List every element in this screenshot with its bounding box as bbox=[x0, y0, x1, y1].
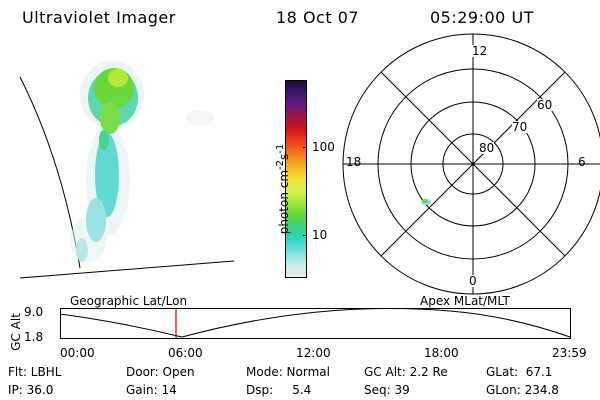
x-tick-2359: 23:59 bbox=[552, 346, 587, 360]
gc-alt-info: GC Alt: 2.2 Re bbox=[364, 365, 448, 379]
timeline-left-title: Geographic Lat/Lon bbox=[70, 294, 188, 308]
x-tick-1200: 12:00 bbox=[296, 346, 331, 360]
instrument-title: Ultraviolet Imager bbox=[22, 8, 176, 27]
x-tick-0000: 00:00 bbox=[60, 346, 95, 360]
lat-label-80: 80 bbox=[479, 141, 495, 155]
diag-2 bbox=[380, 71, 566, 257]
x-tick-1800: 18:00 bbox=[424, 346, 459, 360]
polar-mlt-plot bbox=[342, 33, 600, 295]
mlt-label-12: 12 bbox=[471, 44, 489, 58]
glon-info: GLon: 234.8 bbox=[486, 383, 559, 397]
y-tick-9: 9.0 bbox=[24, 305, 44, 319]
altitude-timeline bbox=[59, 307, 571, 339]
mlt-label-6: 6 bbox=[578, 155, 586, 169]
lat-label-60: 60 bbox=[537, 98, 553, 112]
timeline-right-title: Apex MLat/MLT bbox=[420, 294, 510, 308]
timeline-y-axis-label: GC Alt bbox=[9, 313, 23, 351]
seq-info: Seq: 39 bbox=[364, 383, 410, 397]
geographic-image-panel bbox=[19, 61, 235, 279]
filter-info: Flt: LBHL bbox=[8, 365, 62, 379]
time-label: 05:29:00 UT bbox=[430, 8, 534, 27]
colorbar bbox=[285, 80, 307, 278]
colorbar-label: photon cm-2s-1 bbox=[275, 143, 291, 235]
x-tick-0600: 06:00 bbox=[168, 346, 203, 360]
door-info: Door: Open bbox=[126, 365, 195, 379]
y-tick-1-8: 1.8 bbox=[24, 330, 44, 344]
colorbar-tick-100: 100 bbox=[312, 140, 335, 154]
gain-info: Gain: 14 bbox=[126, 383, 177, 397]
mode-info: Mode: Normal bbox=[246, 365, 330, 379]
date-label: 18 Oct 07 bbox=[276, 8, 360, 27]
lat-label-70: 70 bbox=[512, 120, 528, 134]
ip-info: IP: 36.0 bbox=[8, 383, 54, 397]
glat-info: GLat: 67.1 bbox=[486, 365, 553, 379]
polar-emission bbox=[421, 199, 431, 205]
altitude-curve bbox=[59, 307, 571, 338]
aurora-core bbox=[94, 68, 134, 150]
mlt-label-18: 18 bbox=[346, 155, 362, 169]
dsp-info: Dsp: 5.4 bbox=[246, 383, 312, 397]
colorbar-tick-10: 10 bbox=[312, 228, 328, 242]
horizon-line bbox=[19, 260, 235, 279]
mlt-label-0: 0 bbox=[468, 274, 478, 288]
